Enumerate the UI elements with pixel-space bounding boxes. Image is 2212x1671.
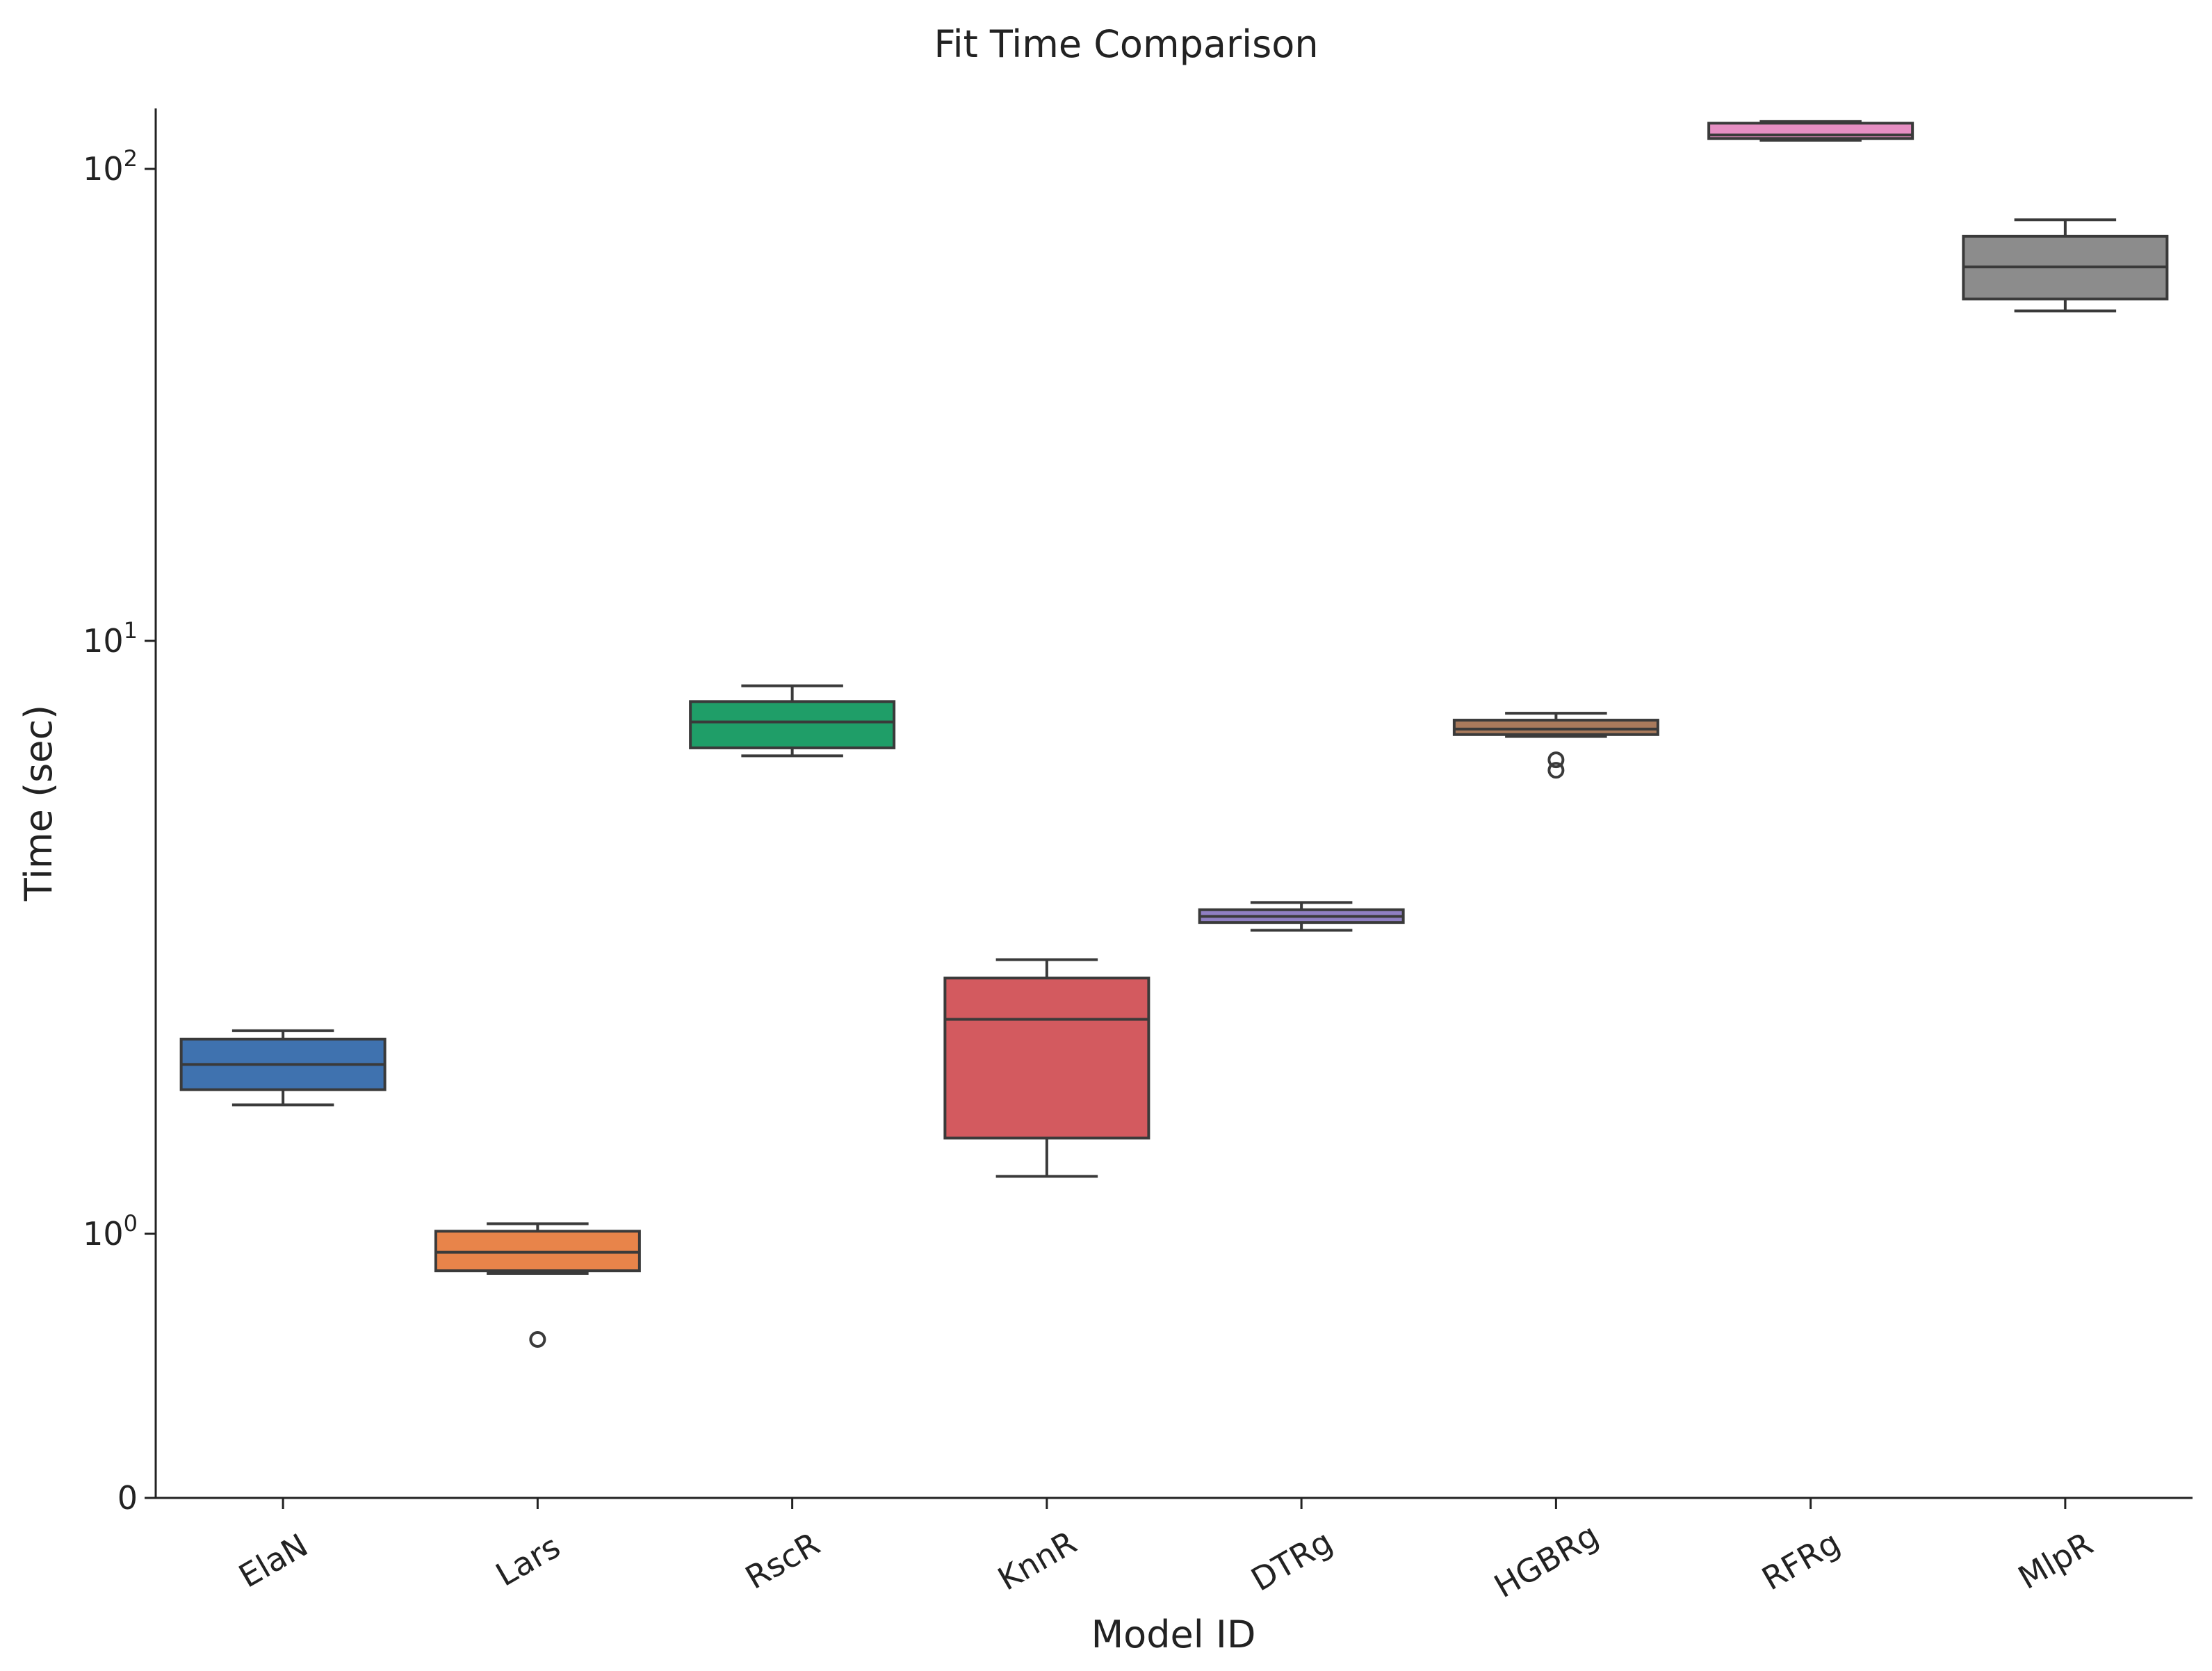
x-tick-label: KnnR <box>991 1524 1082 1598</box>
x-tick-label: RscR <box>739 1524 826 1596</box>
y-tick-label-exponent: 2 <box>124 145 138 172</box>
y-tick-label: 102 <box>83 145 138 188</box>
outlier-point <box>529 1331 546 1348</box>
x-axis-label: Model ID <box>1091 1613 1256 1656</box>
outlier-point <box>1547 751 1565 769</box>
x-tick-label: DTRg <box>1245 1523 1339 1599</box>
y-tick-label-exponent: 0 <box>124 1210 138 1237</box>
axes <box>154 108 2193 1499</box>
y-tick-label-base: 10 <box>83 1215 124 1253</box>
box-lars <box>434 1222 641 1348</box>
box-hgbrg <box>1452 712 1659 779</box>
x-tick-label: ElaN <box>232 1526 314 1595</box>
box-knnr <box>943 958 1150 1178</box>
box-dtrg <box>1198 901 1405 932</box>
y-tick-label: 100 <box>83 1210 138 1253</box>
x-ticks: ElaN Lars RscR KnnR DTRg HGBRg RFRg MlpR <box>232 1498 2099 1605</box>
y-tick-label-exponent: 1 <box>124 617 138 644</box>
y-tick-label: 0 <box>117 1479 138 1517</box>
box-rscr <box>689 684 896 758</box>
x-tick-label: RFRg <box>1755 1524 1846 1598</box>
box-iqr <box>689 700 896 749</box>
box-iqr <box>1452 719 1659 736</box>
y-tick-label-base: 10 <box>83 150 124 188</box>
box-mlpr <box>1962 218 2169 313</box>
y-tick-label: 101 <box>83 617 138 660</box>
chart-title: Fit Time Comparison <box>934 22 1318 66</box>
box-elan <box>179 1029 387 1107</box>
y-tick-label-base: 10 <box>83 622 124 660</box>
y-tick-label-base: 0 <box>117 1479 138 1517</box>
y-axis-label: Time (sec) <box>17 705 60 902</box>
x-tick-label: HGBRg <box>1488 1516 1604 1605</box>
box-rfrg <box>1707 120 1914 142</box>
box-iqr <box>943 977 1150 1140</box>
x-tick-label: Lars <box>489 1528 567 1594</box>
boxes <box>179 120 2169 1348</box>
x-tick-label: MlpR <box>2012 1524 2099 1597</box>
outlier-point <box>1547 762 1565 779</box>
